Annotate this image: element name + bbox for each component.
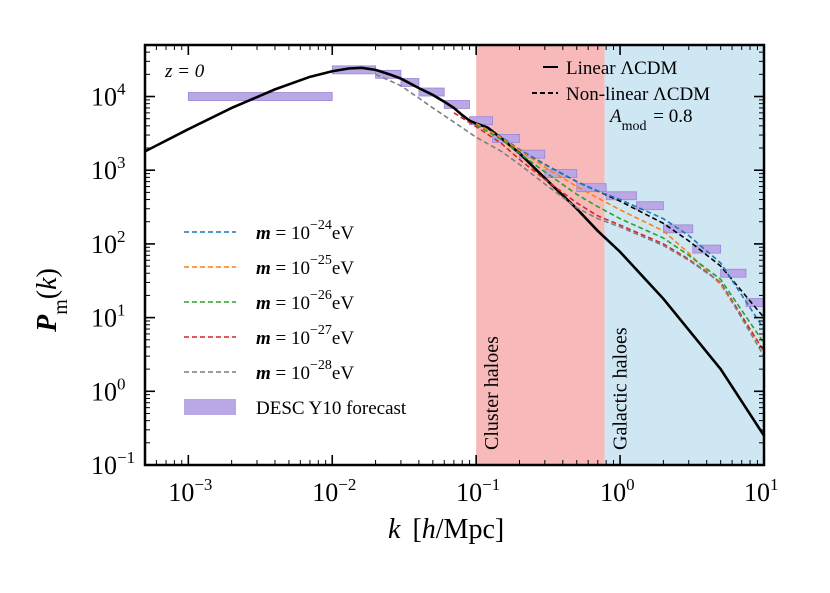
y-tick-label: 103 <box>91 153 126 185</box>
desc-box-15 <box>720 268 747 278</box>
legend-axion-masses: m = 10−24eV m = 10−25eV m = 10−26eV m = 10−… <box>184 218 407 419</box>
y-axis-label: Pm(k) <box>32 268 72 333</box>
y-tick-label: 104 <box>91 80 126 112</box>
x-tick-label: 10−1 <box>456 475 500 507</box>
x-axis-label: k [h/Mpc] <box>388 514 504 545</box>
redshift-annotation: z = 0 <box>164 61 205 82</box>
desc-box-12 <box>636 201 664 211</box>
axis-tick-labels: 10−3 10−2 10−1 100 101 10−1 100 101 102 103 104 <box>91 80 779 507</box>
legend-mass-label-4: m = 10−28eV <box>256 358 354 384</box>
legend-mass-label-1: m = 10−25eV <box>256 253 354 279</box>
x-tick-label: 101 <box>744 475 779 507</box>
legend-mass-label-2: m = 10−26eV <box>256 288 354 314</box>
legend-mass-label-3: m = 10−27eV <box>256 323 354 349</box>
series-line-3 <box>475 122 764 352</box>
x-tick-label: 10−3 <box>168 475 212 507</box>
y-tick-label: 100 <box>91 374 126 406</box>
series-line-6 <box>375 73 764 357</box>
series-line-0 <box>145 66 764 437</box>
x-tick-label: 10−2 <box>312 475 356 507</box>
series-line-4 <box>475 124 764 344</box>
x-tick-label: 100 <box>600 475 635 507</box>
amod-annotation: Amod = 0.8 <box>608 106 692 134</box>
y-tick-label: 102 <box>91 227 126 259</box>
y-tick-label: 10−1 <box>91 448 135 480</box>
legend-nonlinear-label: Non-linear ΛCDM <box>566 84 710 105</box>
legend-desc-swatch <box>184 399 236 415</box>
legend-desc-label: DESC Y10 forecast <box>256 398 407 419</box>
axis-ticks <box>144 44 765 466</box>
legend-mass-label-0: m = 10−24eV <box>256 218 354 244</box>
halo-regions <box>476 45 764 465</box>
desc-box-16 <box>745 298 765 307</box>
legend-linear-nonlinear: Linear ΛCDM Non-linear ΛCDM <box>532 58 710 105</box>
desc-box-4 <box>418 87 445 97</box>
region-0 <box>476 45 605 465</box>
region-label-galactic-haloes: Galactic haloes <box>610 327 632 450</box>
desc-box-14 <box>692 244 722 254</box>
y-tick-label: 101 <box>91 301 126 333</box>
legend-linear-label: Linear ΛCDM <box>566 58 677 79</box>
desc-box-5 <box>443 100 470 109</box>
data-series <box>145 66 764 437</box>
region-label-cluster-haloes: Cluster haloes <box>481 336 503 450</box>
